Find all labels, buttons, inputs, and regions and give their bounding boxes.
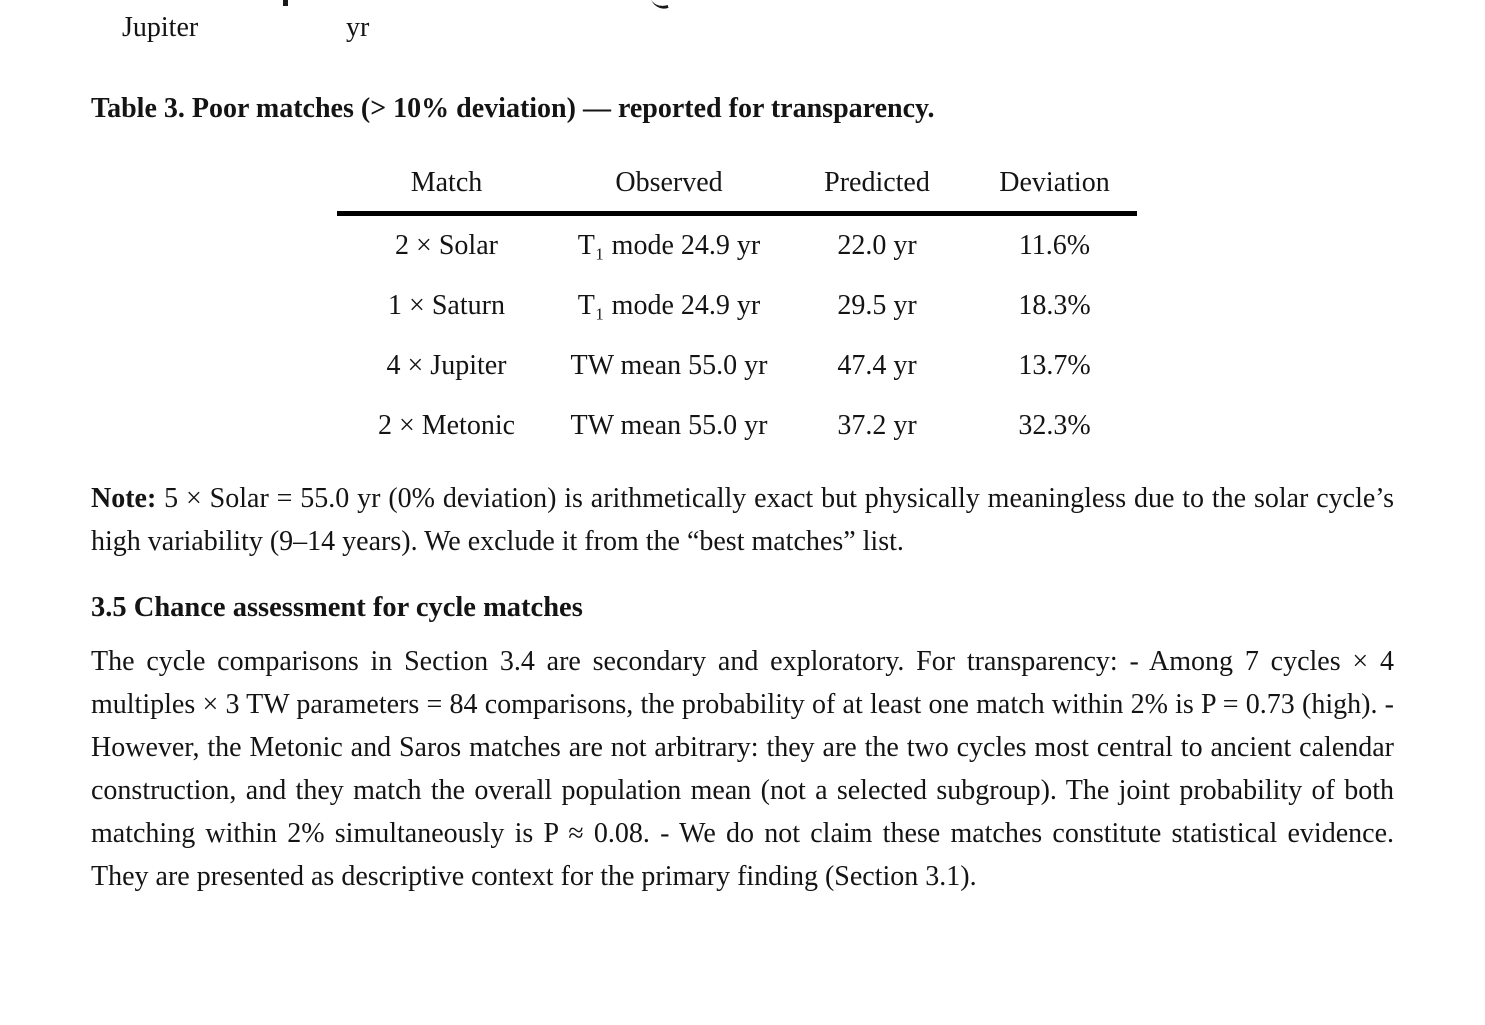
cell-observed: T₁ mode 24.9 yr bbox=[577, 290, 761, 321]
table3-header-deviation: Deviation bbox=[972, 166, 1137, 216]
table-row: 1 × Saturn T₁ mode 24.9 yr 29.5 yr 18.3% bbox=[337, 276, 1137, 336]
cell-match: 4 × Jupiter bbox=[386, 350, 507, 381]
cell-deviation: 11.6% bbox=[1018, 230, 1091, 261]
cell-match: 1 × Saturn bbox=[388, 290, 505, 321]
cell-deviation: 18.3% bbox=[1018, 290, 1091, 321]
section-heading-3-5: 3.5 Chance assessment for cycle matches bbox=[91, 592, 583, 623]
note-text: 5 × Solar = 55.0 yr (0% deviation) is ar… bbox=[91, 483, 1394, 557]
table3-header-row: Match Observed Predicted Deviation bbox=[337, 166, 1137, 216]
note-label: Note: bbox=[91, 483, 157, 514]
cell-predicted: 29.5 yr bbox=[837, 290, 917, 321]
table-row: 2 × Solar T₁ mode 24.9 yr 22.0 yr 11.6% bbox=[337, 214, 1137, 277]
table3-header-match: Match bbox=[337, 166, 556, 216]
cell-observed: TW mean 55.0 yr bbox=[570, 350, 768, 381]
clipped-line-descender-fragment bbox=[650, 0, 669, 12]
cell-deviation: 13.7% bbox=[1018, 350, 1091, 381]
cell-deviation: 32.3% bbox=[1018, 410, 1091, 441]
table-row: 4 × Jupiter TW mean 55.0 yr 47.4 yr 13.7… bbox=[337, 336, 1137, 396]
table3-caption: Table 3. Poor matches (> 10% deviation) … bbox=[91, 93, 935, 124]
previous-table-cell-cycle: Jupiter bbox=[122, 12, 199, 43]
cell-match: 2 × Metonic bbox=[377, 410, 516, 441]
table3-poor-matches: Match Observed Predicted Deviation 2 × S… bbox=[337, 166, 1137, 456]
table-row: 2 × Metonic TW mean 55.0 yr 37.2 yr 32.3… bbox=[337, 396, 1137, 456]
previous-table-cell-unit: yr bbox=[346, 12, 370, 43]
table3-header-predicted: Predicted bbox=[782, 166, 972, 216]
cell-match: 2 × Solar bbox=[395, 230, 498, 261]
cell-predicted: 47.4 yr bbox=[837, 350, 917, 381]
cell-observed: T₁ mode 24.9 yr bbox=[577, 230, 761, 261]
table3-header-observed: Observed bbox=[556, 166, 782, 216]
clipped-line-descender-fragment bbox=[283, 0, 288, 6]
section-body-paragraph: The cycle comparisons in Section 3.4 are… bbox=[91, 646, 1394, 892]
cell-predicted: 37.2 yr bbox=[837, 410, 917, 441]
cell-observed: TW mean 55.0 yr bbox=[570, 410, 768, 441]
note-paragraph: Note: 5 × Solar = 55.0 yr (0% deviation)… bbox=[91, 477, 1394, 563]
cell-predicted: 22.0 yr bbox=[837, 230, 917, 261]
